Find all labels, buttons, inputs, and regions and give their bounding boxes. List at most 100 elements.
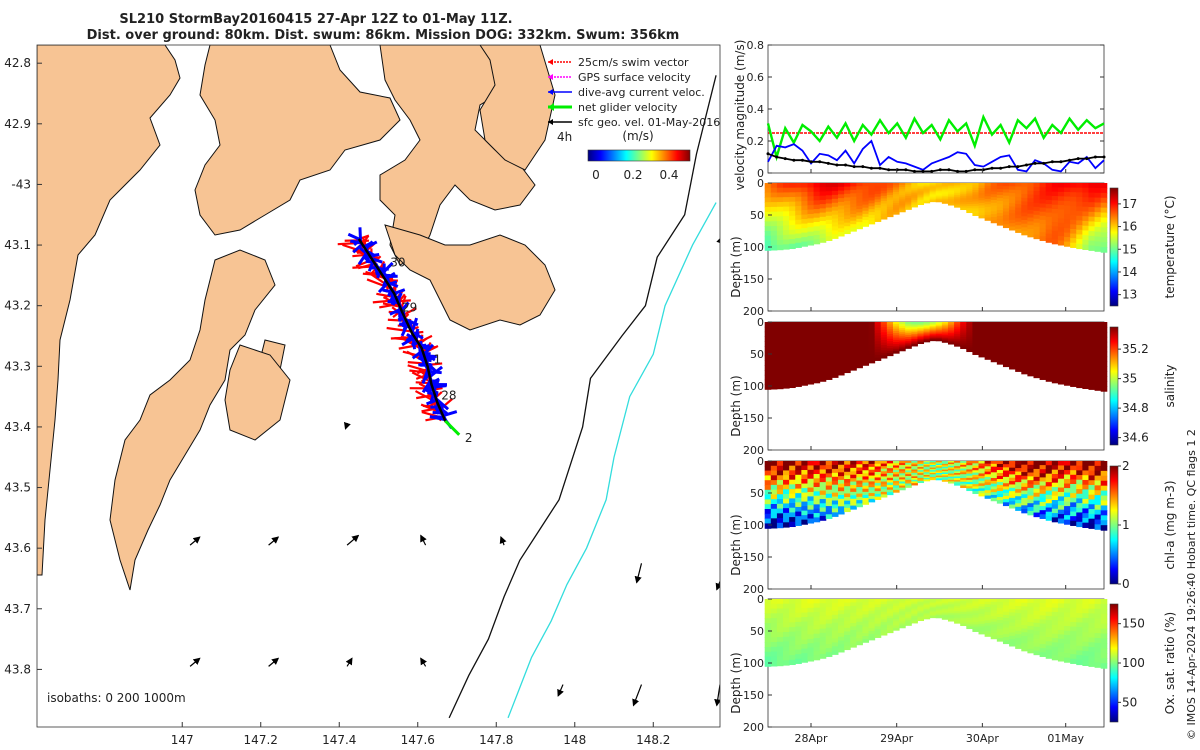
salinity-section-cell bbox=[996, 355, 1004, 359]
salinity-section-cell bbox=[899, 336, 906, 339]
temperature-section-cell bbox=[1002, 186, 1010, 190]
land-bruny bbox=[109, 249, 276, 591]
oxygen-section-cell bbox=[1064, 635, 1071, 641]
temperature-section-cell bbox=[990, 194, 998, 198]
salinity-section-cell bbox=[1082, 364, 1089, 371]
oxygen-section-cell bbox=[899, 615, 906, 619]
salinity-section-cell bbox=[1051, 339, 1059, 345]
salinity-section-cell bbox=[941, 340, 949, 343]
oxygen-section-cell bbox=[844, 620, 851, 625]
oxygen-section-cell bbox=[838, 648, 845, 653]
temperature-section-cell bbox=[856, 225, 863, 230]
chla-section-cell bbox=[1027, 503, 1034, 508]
salinity-section-cell bbox=[838, 352, 845, 357]
chla-section-cell bbox=[1051, 517, 1059, 523]
chla-section-cell bbox=[1082, 513, 1089, 519]
temperature-section-cell bbox=[960, 183, 967, 186]
velocity-series bbox=[766, 113, 1106, 173]
chla-section-cell bbox=[1082, 470, 1089, 476]
chla-section-cell bbox=[966, 482, 973, 485]
temperature-section-cell bbox=[996, 192, 1004, 196]
chla-section-cell bbox=[972, 470, 980, 474]
temperature-section-cell bbox=[917, 186, 925, 189]
chla-section-cell bbox=[770, 470, 778, 476]
vel-ytick-label-0: 0 bbox=[757, 167, 764, 180]
salinity-section-cell bbox=[880, 327, 888, 331]
oxygen-section-cell bbox=[1082, 636, 1089, 643]
oxygen-section-cell bbox=[770, 656, 778, 662]
temperature-section-cell bbox=[960, 186, 967, 190]
salinity-section-cell bbox=[1070, 331, 1077, 337]
salinity-section-cell bbox=[947, 322, 955, 325]
chla-section-cell bbox=[1015, 492, 1022, 497]
oxygen-section-cell bbox=[935, 601, 943, 604]
oxygen-section-cell bbox=[886, 615, 894, 619]
chla-section-cell bbox=[1088, 485, 1096, 491]
salinity-section-cell bbox=[905, 342, 912, 346]
temperature-section-cell bbox=[1100, 242, 1108, 248]
chla-section-cell bbox=[807, 478, 815, 484]
temperature-section-cell bbox=[899, 209, 906, 213]
temperature-section-cell bbox=[874, 188, 882, 192]
salinity-section-cell bbox=[880, 334, 888, 338]
chla-section-cell bbox=[935, 477, 943, 479]
oxygen-section-cell bbox=[1051, 629, 1059, 635]
salinity-section-cell bbox=[1039, 322, 1047, 327]
vel-sfc-point bbox=[973, 168, 977, 172]
chla-section-cell bbox=[923, 469, 931, 472]
temperature-section-cell bbox=[868, 200, 876, 204]
temperature-section-cell bbox=[844, 208, 851, 213]
temperature-section-cell bbox=[1064, 210, 1071, 216]
oxygen-section-cell bbox=[996, 620, 1004, 624]
temperature-section-cell bbox=[996, 213, 1004, 217]
oxygen-section-cell bbox=[1051, 646, 1059, 652]
temperature-section-cell bbox=[1039, 219, 1047, 225]
chla-section-cell bbox=[892, 472, 900, 475]
salinity-section-cell bbox=[923, 324, 931, 327]
chla-section-cell bbox=[1070, 483, 1077, 490]
chla-section-cell bbox=[838, 487, 845, 492]
salinity-section-cell bbox=[1015, 357, 1022, 362]
chla-section-cell bbox=[770, 489, 778, 496]
salinity-section-cell bbox=[776, 355, 784, 361]
temperature-section-cell bbox=[1064, 192, 1071, 198]
chla-section-cell bbox=[850, 491, 857, 496]
chla-section-cell bbox=[1015, 496, 1022, 501]
salinity-section-cell bbox=[825, 326, 833, 331]
oxygen-section-cell bbox=[972, 603, 980, 607]
salinity-section-cell bbox=[783, 359, 790, 366]
salinity-section-cell bbox=[941, 333, 949, 336]
temperature-section-cell bbox=[838, 186, 845, 192]
salinity-section-cell bbox=[978, 334, 986, 338]
salinity-section-cell bbox=[929, 328, 937, 331]
salinity-section-cell bbox=[862, 359, 870, 363]
chla-section-cell bbox=[1076, 517, 1083, 523]
salinity-section-cell bbox=[1033, 361, 1041, 367]
oxygen-section-cell bbox=[1015, 620, 1022, 625]
temperature-section-cell bbox=[801, 201, 808, 207]
chla-section-cell bbox=[996, 476, 1004, 480]
oxygen-section-cell bbox=[880, 632, 888, 636]
oxygen-section-cell bbox=[941, 613, 949, 616]
oxygen-section-cell bbox=[941, 601, 949, 604]
oxygen-section-cell bbox=[899, 599, 906, 602]
map-colorbar-tick-1: 0.2 bbox=[623, 168, 642, 182]
chla-section-cell bbox=[899, 483, 906, 487]
temperature-section-cell bbox=[990, 211, 998, 215]
chla-section-cell bbox=[1002, 480, 1010, 484]
temperature-section-cell bbox=[1076, 215, 1083, 222]
temperature-section-cell bbox=[795, 219, 802, 225]
salinity-section-cell bbox=[996, 361, 1004, 365]
oxygen-section-cell bbox=[960, 615, 967, 619]
salinity-section-cell bbox=[984, 327, 992, 331]
salinity-section-cell bbox=[856, 325, 863, 330]
map-xtick-label-5: 148 bbox=[563, 733, 586, 747]
chla-section-cell bbox=[947, 481, 955, 484]
chla-section-cell bbox=[911, 474, 918, 477]
oxygen-section-cell bbox=[776, 656, 784, 662]
chla-section-cell bbox=[905, 468, 912, 471]
oxygen-section-cell bbox=[1033, 642, 1041, 648]
temperature-section-cell bbox=[960, 194, 967, 197]
vel-sfc-point bbox=[904, 168, 908, 172]
temperature-section-cell bbox=[795, 205, 802, 212]
